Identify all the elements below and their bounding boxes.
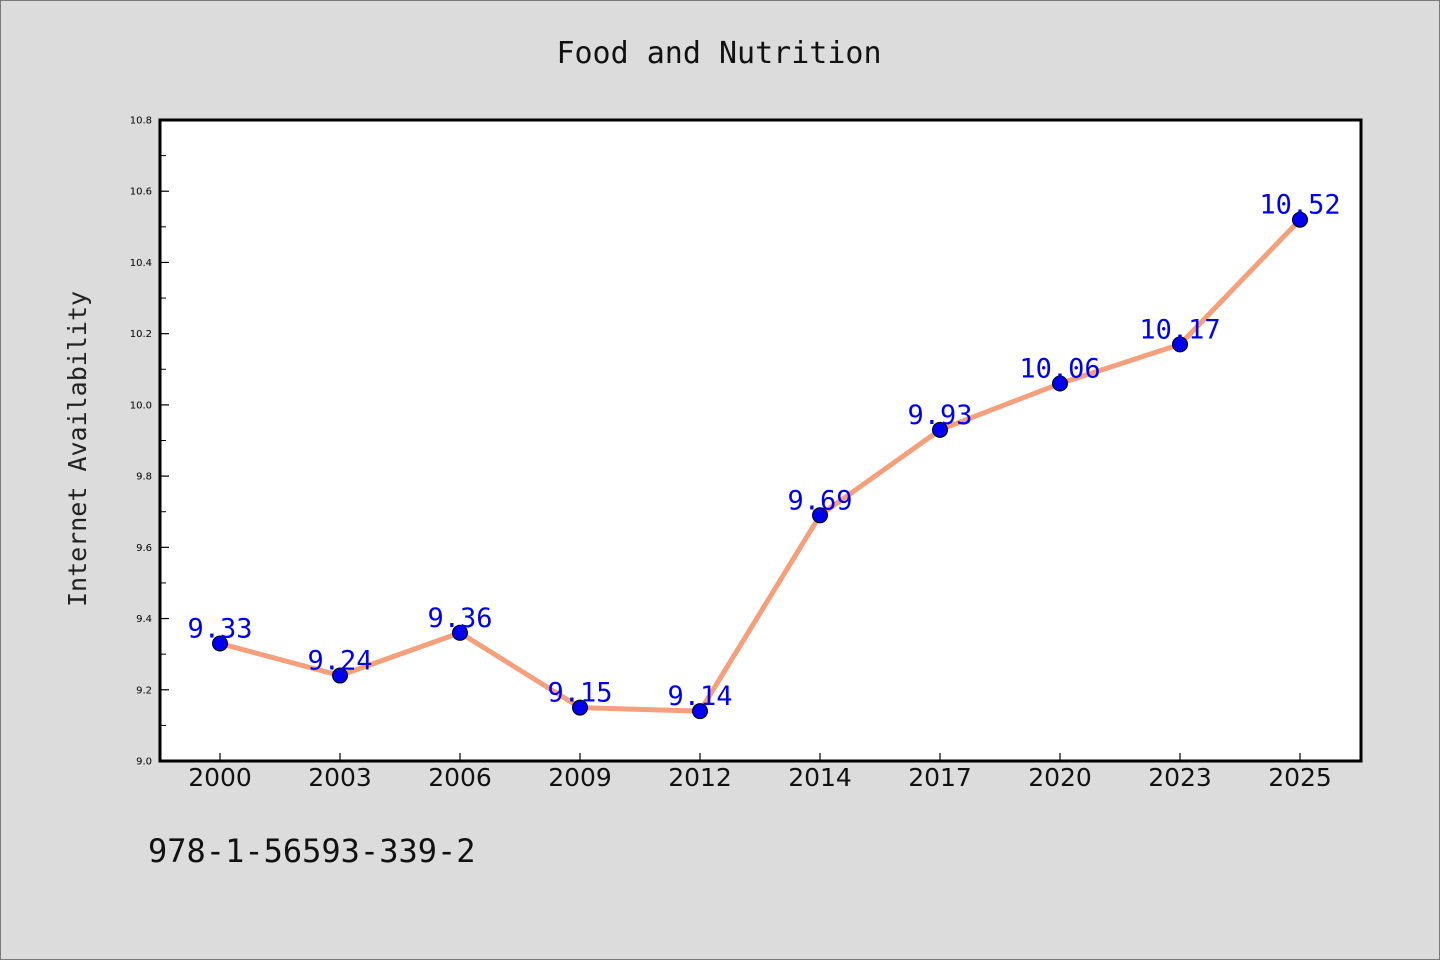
x-tick-label: 2003 <box>308 763 372 792</box>
x-tick-label: 2014 <box>788 763 852 792</box>
y-tick-label: 9.4 <box>136 614 152 625</box>
series-group <box>212 211 1308 720</box>
data-point <box>1172 336 1188 353</box>
data-label: 9.24 <box>307 646 372 677</box>
plot-area <box>158 118 1363 763</box>
x-axis-ticks: 2000 2003 2006 2009 2012 2014 2017 2020 2023 2025 <box>188 753 1332 792</box>
y-tick-label: 10.0 <box>130 400 152 411</box>
data-label: 9.33 <box>187 613 252 644</box>
data-point <box>1052 375 1068 392</box>
y-tick-label: 10.6 <box>130 187 152 198</box>
data-point <box>1292 211 1308 228</box>
y-tick-label: 9.2 <box>136 685 152 696</box>
x-tick-label: 2006 <box>428 763 492 792</box>
data-point <box>932 421 948 438</box>
x-tick-label: 2009 <box>548 763 612 792</box>
y-axis-ticks: 9.0 9.2 9.4 9.6 9.8 10.0 10.2 10.4 10.6 10.8 <box>130 116 169 768</box>
y-tick-label: 10.2 <box>130 329 152 340</box>
isbn-text: 978-1-56593-339-2 <box>148 832 476 870</box>
data-point <box>452 624 468 641</box>
data-label: 10.17 <box>1139 314 1220 345</box>
x-tick-label: 2017 <box>908 763 972 792</box>
data-label: 10.52 <box>1259 190 1340 221</box>
y-tick-label: 9.8 <box>136 472 152 483</box>
x-tick-label: 2023 <box>1148 763 1212 792</box>
y-tick-label: 10.8 <box>130 116 152 127</box>
data-point <box>812 507 828 524</box>
data-label: 9.69 <box>787 485 852 516</box>
data-label: 10.06 <box>1019 354 1100 385</box>
x-tick-label: 2000 <box>188 763 252 792</box>
x-tick-label: 2020 <box>1028 763 1092 792</box>
chart-title: Food and Nutrition <box>556 36 881 71</box>
data-labels: 9.33 9.24 9.36 9.15 9.14 9.69 9.93 10.06 10.17 10… <box>187 190 1340 712</box>
y-tick-label: 9.0 <box>136 757 152 768</box>
y-tick-label: 9.6 <box>136 543 152 554</box>
data-label: 9.93 <box>907 400 972 431</box>
data-point <box>332 667 348 684</box>
data-label: 9.14 <box>667 681 732 712</box>
data-point <box>692 703 708 720</box>
data-label: 9.36 <box>427 603 492 634</box>
y-axis-label: Internet Availability <box>63 291 92 607</box>
data-label: 9.15 <box>547 678 612 709</box>
x-tick-label: 2025 <box>1268 763 1332 792</box>
x-tick-label: 2012 <box>668 763 732 792</box>
series-line <box>219 217 1302 714</box>
data-point <box>212 635 228 652</box>
y-tick-label: 10.4 <box>130 258 152 269</box>
data-point <box>572 699 588 716</box>
